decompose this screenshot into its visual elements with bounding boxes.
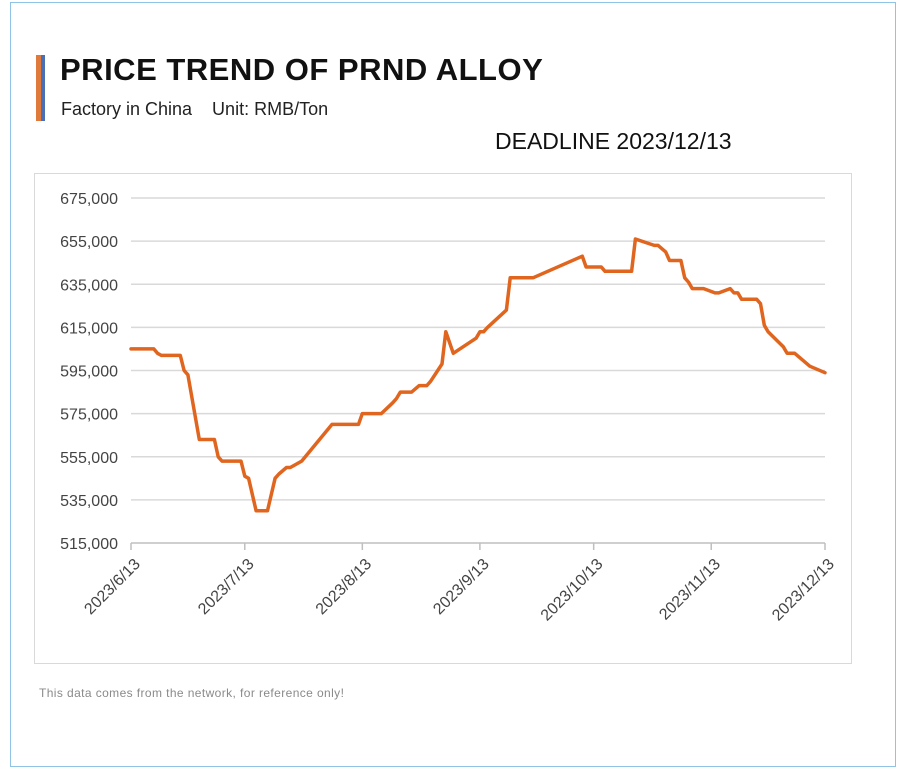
x-tick-label: 2023/10/13 [538, 556, 607, 625]
y-tick-label: 515,000 [60, 536, 118, 553]
title-accent-bar [36, 55, 45, 121]
y-tick-label: 575,000 [60, 407, 118, 424]
y-tick-label: 595,000 [60, 364, 118, 381]
x-tick-label: 2023/7/13 [195, 556, 257, 618]
y-tick-label: 635,000 [60, 277, 118, 294]
y-tick-label: 555,000 [60, 450, 118, 467]
x-tick-label: 2023/11/13 [656, 556, 724, 624]
chart-title: PRICE TREND OF PRND ALLOY [60, 52, 544, 87]
y-tick-label: 655,000 [60, 234, 118, 251]
chart-subtitle: Factory in China Unit: RMB/Ton [61, 99, 329, 119]
plot-area-border [34, 173, 852, 664]
x-tick-label: 2023/8/13 [313, 556, 375, 618]
x-tick-label: 2023/12/13 [769, 556, 838, 625]
y-tick-label: 535,000 [60, 493, 118, 510]
y-tick-label: 675,000 [60, 191, 118, 208]
y-tick-label: 615,000 [60, 320, 118, 337]
data-source-footnote: This data comes from the network, for re… [39, 686, 345, 700]
chart-frame [10, 2, 896, 767]
x-tick-label: 2023/9/13 [430, 556, 492, 618]
deadline-label: DEADLINE 2023/12/13 [495, 128, 732, 154]
price-series-line [129, 237, 827, 513]
x-tick-label: 2023/6/13 [81, 556, 143, 618]
